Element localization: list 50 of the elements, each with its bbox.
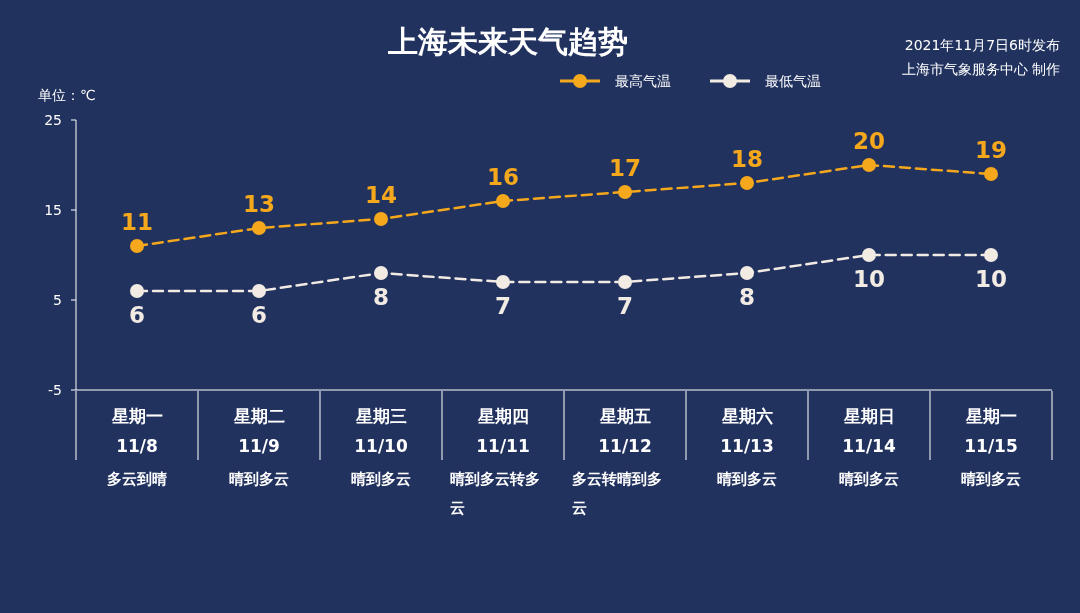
data-label: 20 [852,128,886,154]
point [740,266,754,280]
data-label: 16 [486,164,520,190]
point [984,167,998,181]
text: 2021年11月7日6时发布 [904,37,1060,53]
y-tick-label: 5 [53,292,62,308]
x-tick-label: 星期六 11/13 晴到多云 [717,406,777,488]
y-tick-label: 15 [44,202,62,218]
point [496,194,510,208]
point [496,275,510,289]
x-tick-label: 星期二 11/9 晴到多云 [229,406,289,488]
point [374,212,388,226]
x-tick-label: 星期四 11/11 晴到多云转多云 [450,406,540,517]
point [374,266,388,280]
data-label: 8 [372,284,390,310]
data-label: 6 [128,302,146,328]
point [130,239,144,253]
data-label: 17 [608,155,642,181]
data-label: 11 [120,209,154,235]
x-tick-label: 星期三 11/10 晴到多云 [351,406,411,488]
data-label: 10 [852,266,886,292]
data-label: 13 [242,191,276,217]
data-label: 19 [974,137,1008,163]
point [862,248,876,262]
point [130,284,144,298]
point [252,221,266,235]
x-tick-label: 星期一 11/8 多云到晴 [107,406,167,488]
x-tick-label: 星期五 11/12 多云转晴到多云 [572,406,662,517]
data-label: 14 [364,182,398,208]
point [862,158,876,172]
point [252,284,266,298]
text: 上海市气象服务中心 制作 [901,61,1060,77]
y-tick-label: 25 [44,112,62,128]
y-tick-label: -5 [48,382,62,398]
data-label: 7 [494,293,512,319]
x-tick-label: 星期一 11/15 晴到多云 [961,406,1021,488]
chart-title: 上海未来天气趋势 [387,24,628,59]
x-tick-label: 星期日 11/14 晴到多云 [839,406,899,488]
data-label: 18 [730,146,764,172]
point [984,248,998,262]
data-label: 10 [974,266,1008,292]
data-label: 8 [738,284,756,310]
point [740,176,754,190]
y-axis-title: 单位：℃ [38,87,96,103]
legend-label: 最高气温 [615,73,671,89]
point [618,185,632,199]
point [618,275,632,289]
legend-label: 最低气温 [765,73,821,89]
data-label: 7 [616,293,634,319]
data-label: 6 [250,302,268,328]
